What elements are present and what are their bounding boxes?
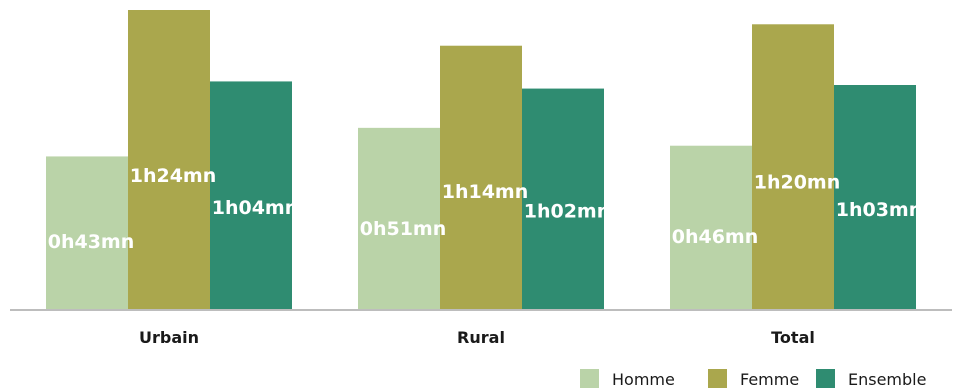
bar-total-homme [670,145,752,310]
data-label-urbain-homme: 0h43mn [48,231,135,253]
data-label-urbain-ensemble: 1h04mn [212,197,299,219]
category-label-total: Total [771,328,815,347]
data-label-total-femme: 1h20mn [754,171,841,193]
legend-label-femme: Femme [740,370,799,388]
category-label-urbain: Urbain [139,328,199,347]
legend-label-ensemble: Ensemble [848,370,926,388]
category-label-rural: Rural [457,328,505,347]
data-label-urbain-femme: 1h24mn [130,165,217,187]
bar-total-ensemble [834,85,916,310]
data-label-rural-ensemble: 1h02mn [524,200,611,222]
bar-urbain-homme [46,156,128,310]
legend-swatch-ensemble [816,369,835,388]
data-label-total-homme: 0h46mn [672,226,759,248]
legend: Homme Femme Ensemble [580,369,926,388]
data-label-total-ensemble: 1h03mn [836,199,923,221]
bar-rural-ensemble [522,88,604,310]
category-labels-layer: Urbain Rural Total [139,328,815,347]
legend-swatch-femme [708,369,727,388]
legend-swatch-homme [580,369,599,388]
bar-total-femme [752,24,834,311]
bar-urbain-femme [128,10,210,310]
data-label-rural-femme: 1h14mn [442,181,529,203]
bars-layer [46,10,916,311]
legend-label-homme: Homme [612,370,675,388]
bar-rural-femme [440,45,522,310]
bar-urbain-ensemble [210,81,292,310]
bar-rural-homme [358,127,440,310]
data-label-rural-homme: 0h51mn [360,218,447,240]
